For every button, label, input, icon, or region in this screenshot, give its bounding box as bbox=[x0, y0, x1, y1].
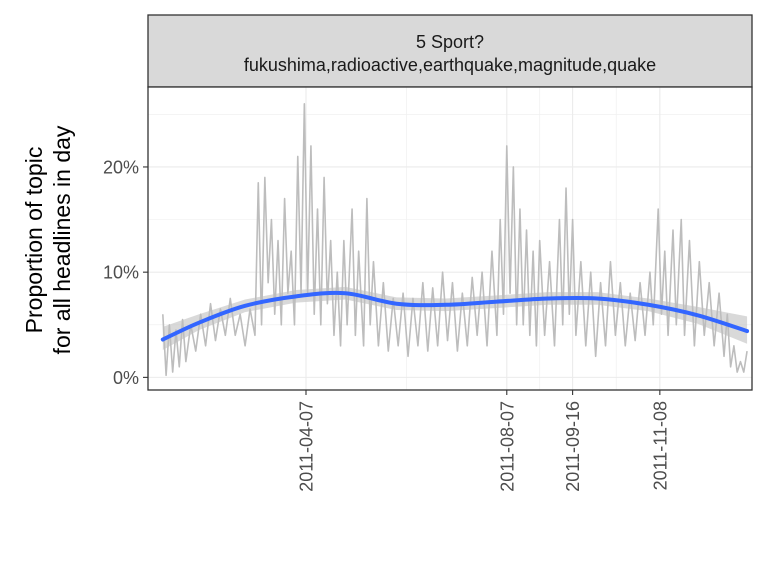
facet-strip bbox=[147, 14, 753, 88]
panel-border bbox=[147, 86, 753, 391]
plot-panel bbox=[148, 87, 752, 390]
confidence-band bbox=[162, 286, 748, 351]
y-axis-title-line2: for all headlines in day bbox=[49, 125, 75, 354]
facet-title-line1: 5 Sport? bbox=[416, 32, 484, 52]
y-tick-label: 20% bbox=[103, 157, 139, 177]
y-tick-label: 0% bbox=[113, 368, 139, 388]
raw-series bbox=[162, 103, 748, 377]
x-tick-label: 2011-11-08 bbox=[650, 401, 670, 490]
y-axis-title: Proportion of topic for all headlines in… bbox=[21, 125, 75, 354]
y-tick-label: 10% bbox=[103, 263, 139, 283]
smooth-series bbox=[160, 290, 750, 342]
facet-title-line2: fukushima,radioactive,earthquake,magnitu… bbox=[244, 55, 656, 75]
smooth-confidence-band bbox=[162, 286, 748, 351]
raw-series-line bbox=[162, 103, 748, 377]
y-axis-title-line1: Proportion of topic bbox=[21, 147, 47, 334]
x-tick-label: 2011-09-16 bbox=[563, 401, 583, 492]
x-tick-label: 2011-04-07 bbox=[296, 401, 316, 492]
smooth-trend-line bbox=[160, 290, 750, 342]
axes: 0% 10% 20% 2011-04-07 2011-08-07 2011-09-16 20… bbox=[103, 157, 670, 491]
x-tick-label: 2011-08-07 bbox=[497, 401, 517, 492]
